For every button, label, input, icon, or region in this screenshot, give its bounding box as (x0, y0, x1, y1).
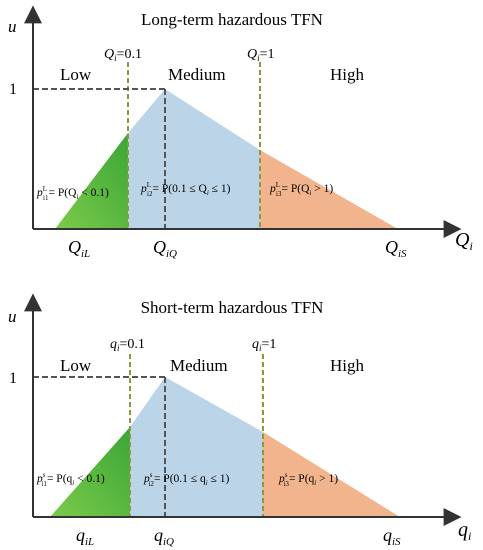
point-label-low: QiL (68, 237, 90, 260)
region-label-high: High (330, 356, 365, 375)
y-axis-label: u (8, 307, 17, 326)
point-label-low: qiL (76, 525, 94, 548)
formula-p3: ps i3= P(qi > 1) (278, 471, 338, 488)
point-label-mode: qiQ (154, 525, 174, 548)
high-region (263, 432, 400, 517)
threshold-label-1: Qi=0.1 (104, 47, 142, 63)
region-label-low: Low (60, 356, 92, 375)
formula-p1: pL i1= P(Qi < 0.1) (36, 185, 109, 202)
high-region (260, 150, 398, 229)
x-axis-label: Qi (455, 229, 473, 253)
formula-p2: ps i2= P(0.1 ≤ qi ≤ 1) (143, 471, 229, 488)
threshold-label-2: Qi=1 (247, 47, 275, 63)
point-label-high: qiS (383, 525, 401, 548)
point-label-mode: QiQ (153, 237, 177, 260)
low-region (55, 133, 128, 229)
y-tick-1: 1 (9, 81, 17, 98)
region-label-medium: Medium (168, 65, 226, 84)
region-label-high: High (330, 65, 365, 84)
formula-p1: ps i1= P(qi < 0.1) (36, 471, 105, 488)
threshold-label-1: qi=0.1 (110, 337, 145, 353)
medium-region (128, 89, 260, 229)
threshold-label-2: qi=1 (252, 337, 276, 353)
panel-title: Short-term hazardous TFN (141, 298, 324, 317)
y-tick-1: 1 (9, 370, 17, 387)
panel-title: Long-term hazardous TFN (141, 10, 323, 29)
region-label-low: Low (60, 65, 92, 84)
y-axis-label: u (8, 17, 17, 36)
panel-long-term: Long-term hazardous TFN u 1 Qi=0.1 Qi=1 … (8, 5, 473, 260)
formula-p2: pL i2= P(0.1 ≤ Qi ≤ 1) (140, 181, 231, 198)
x-axis-label: qi (458, 519, 471, 543)
point-label-high: QiS (385, 237, 407, 260)
low-region (50, 427, 130, 517)
formula-p3: pL i3= P(Qi > 1) (269, 181, 333, 198)
region-label-medium: Medium (170, 356, 228, 375)
medium-region (130, 377, 263, 517)
panel-short-term: Short-term hazardous TFN u 1 qi=0.1 qi=1… (8, 293, 471, 548)
